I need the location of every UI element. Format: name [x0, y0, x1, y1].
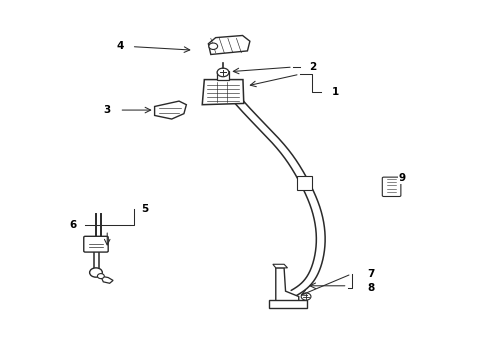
Polygon shape: [155, 101, 186, 119]
Circle shape: [90, 268, 102, 277]
Text: 6: 6: [70, 220, 76, 230]
FancyBboxPatch shape: [84, 236, 108, 252]
Text: 4: 4: [117, 41, 124, 50]
Circle shape: [301, 293, 311, 300]
Text: 9: 9: [399, 173, 406, 183]
Polygon shape: [276, 268, 299, 303]
FancyBboxPatch shape: [217, 71, 229, 80]
Text: 1: 1: [332, 87, 339, 97]
Circle shape: [209, 43, 218, 49]
Text: 8: 8: [368, 283, 375, 293]
Circle shape: [217, 68, 229, 77]
Polygon shape: [208, 36, 250, 54]
Polygon shape: [202, 80, 244, 105]
Text: 5: 5: [141, 204, 148, 214]
Text: 2: 2: [309, 62, 316, 72]
Text: 3: 3: [103, 105, 111, 115]
FancyBboxPatch shape: [297, 176, 312, 190]
Polygon shape: [273, 264, 288, 268]
Text: 7: 7: [368, 269, 375, 279]
Circle shape: [98, 274, 104, 279]
FancyBboxPatch shape: [382, 177, 401, 197]
FancyBboxPatch shape: [269, 301, 307, 308]
